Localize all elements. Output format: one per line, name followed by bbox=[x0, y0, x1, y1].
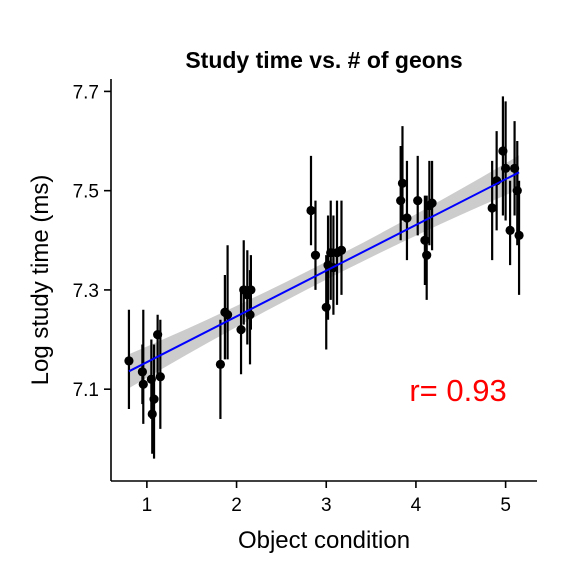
y-ticks: 7.1 7.3 7.5 7.7 bbox=[73, 82, 111, 401]
y-tick-label: 7.7 bbox=[73, 82, 99, 103]
data-point bbox=[306, 205, 316, 216]
fit-line bbox=[128, 171, 520, 373]
fit-line-layer bbox=[128, 171, 520, 373]
data-point bbox=[422, 250, 432, 260]
y-tick-label: 7.1 bbox=[73, 380, 99, 401]
data-point bbox=[509, 163, 520, 173]
data-point bbox=[512, 186, 522, 196]
data-point bbox=[153, 329, 163, 340]
data-point bbox=[246, 285, 256, 295]
data-point bbox=[427, 198, 437, 208]
data-point bbox=[413, 195, 423, 206]
data-point bbox=[236, 325, 246, 335]
x-axis-label: Object condition bbox=[238, 527, 410, 554]
data-point bbox=[397, 178, 408, 188]
chart-title: Study time vs. # of geons bbox=[185, 47, 462, 73]
x-tick-label: 5 bbox=[500, 495, 511, 516]
data-point bbox=[420, 235, 430, 245]
y-tick-label: 7.5 bbox=[73, 182, 99, 203]
data-point bbox=[147, 409, 157, 419]
data-point bbox=[155, 372, 165, 382]
y-axis-label: Log study time (ms) bbox=[27, 175, 54, 386]
point-layer bbox=[124, 146, 524, 419]
y-tick-label: 7.3 bbox=[73, 281, 99, 302]
data-point bbox=[487, 203, 497, 213]
data-point bbox=[505, 225, 515, 235]
data-point bbox=[146, 374, 156, 384]
data-point bbox=[245, 310, 255, 320]
correlation-annotation: r= 0.93 bbox=[409, 373, 506, 408]
data-point bbox=[138, 379, 148, 389]
data-point bbox=[124, 356, 134, 366]
data-point bbox=[498, 146, 508, 156]
data-point bbox=[396, 195, 406, 206]
data-point bbox=[514, 230, 524, 240]
x-tick-label: 3 bbox=[321, 495, 332, 516]
data-point bbox=[215, 359, 226, 369]
data-point bbox=[501, 163, 511, 173]
data-point bbox=[149, 394, 159, 404]
x-ticks: 1 2 3 4 5 bbox=[142, 481, 511, 516]
data-point bbox=[137, 367, 147, 377]
x-tick-label: 1 bbox=[142, 495, 153, 516]
data-point bbox=[310, 250, 321, 260]
x-tick-label: 4 bbox=[411, 495, 422, 516]
x-tick-label: 2 bbox=[231, 495, 242, 516]
data-point bbox=[402, 213, 412, 223]
data-point bbox=[321, 302, 331, 312]
data-point bbox=[336, 245, 347, 255]
data-point bbox=[222, 310, 233, 320]
